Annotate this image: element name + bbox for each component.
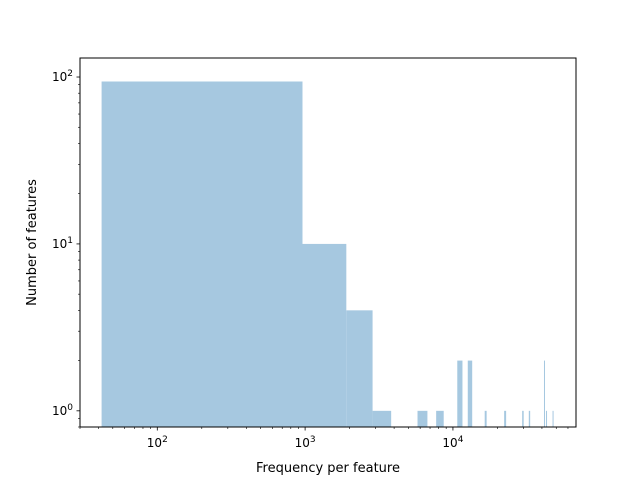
x-tick-label-1: 103: [295, 435, 316, 450]
histogram-bar-1: [302, 243, 347, 427]
histogram-bar-14: [552, 410, 554, 427]
bars-group: [101, 81, 554, 427]
y-tick-label-1: 101: [52, 236, 73, 251]
histogram-bar-13: [545, 410, 548, 427]
x-tick-label-0: 102: [147, 435, 168, 450]
histogram-bar-9: [504, 410, 507, 427]
x-axis-label: Frequency per feature: [256, 461, 400, 476]
histogram-bar-0: [101, 81, 303, 427]
x-axis-ticks: 102 103 104: [79, 427, 569, 450]
y-tick-label-2: 102: [52, 69, 73, 84]
y-axis-ticks: 100 101 102: [52, 69, 80, 428]
histogram-bar-8: [484, 410, 487, 427]
y-tick-label-0: 100: [52, 403, 73, 418]
histogram-bar-6: [457, 360, 463, 427]
histogram-bar-4: [417, 410, 428, 427]
x-tick-label-2: 104: [442, 435, 463, 450]
plot-frame: [79, 57, 577, 428]
histogram-bar-7: [467, 360, 473, 427]
histogram-bar-2: [346, 310, 373, 427]
histogram-bar-11: [528, 410, 531, 427]
y-axis-label: Number of features: [25, 179, 40, 306]
histogram-bar-12: [543, 360, 545, 427]
histogram-bar-5: [436, 410, 444, 427]
histogram-bar-3: [372, 410, 392, 427]
histogram-bar-10: [522, 410, 524, 427]
